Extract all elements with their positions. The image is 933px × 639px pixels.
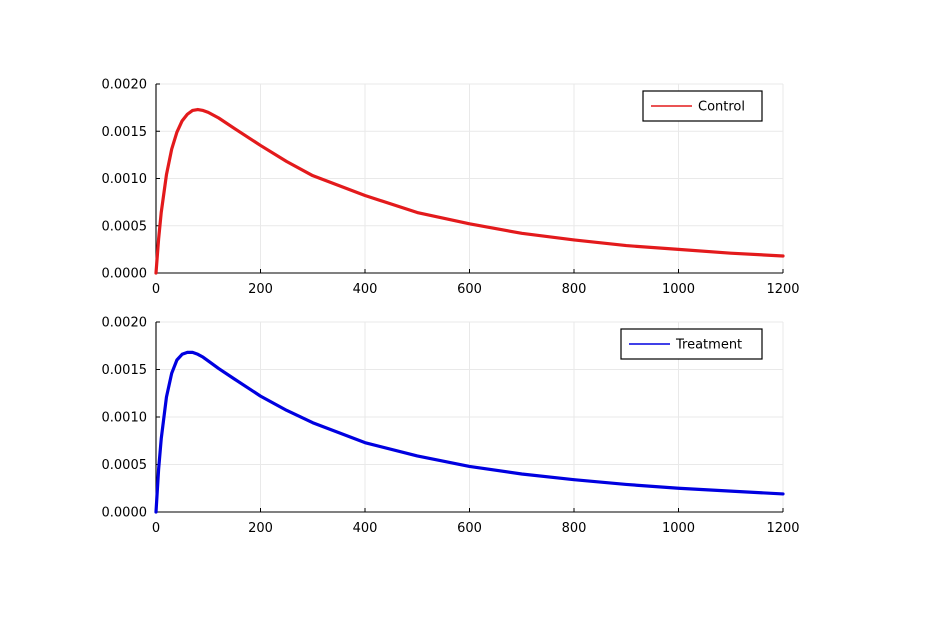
x-tick-label: 1200 [766,521,799,536]
series-line-control [154,107,785,275]
y-tick-label: 0.0020 [102,316,148,331]
x-tick-label: 0 [152,521,160,536]
series-line-treatment [154,350,785,514]
x-tick-label: 1000 [662,282,695,297]
y-tick-label: 0.0015 [102,125,148,140]
x-tick-label: 800 [562,521,587,536]
legend-label: Control [698,100,745,115]
x-tick-label: 400 [353,521,378,536]
x-tick-label: 400 [353,282,378,297]
x-tick-label: 800 [562,282,587,297]
y-tick-label: 0.0000 [102,267,148,282]
x-tick-label: 1000 [662,521,695,536]
y-tick-label: 0.0010 [102,172,148,187]
x-tick-label: 600 [457,282,482,297]
y-tick-label: 0.0015 [102,363,148,378]
y-tick-label: 0.0005 [102,458,148,473]
x-tick-label: 1200 [766,282,799,297]
y-tick-label: 0.0010 [102,411,148,426]
y-tick-label: 0.0000 [102,506,148,521]
x-tick-label: 200 [248,282,273,297]
legend: Control [642,90,763,122]
legend: Treatment [620,328,763,360]
x-tick-label: 200 [248,521,273,536]
bottom-plot-panel: 0 200 400 600 800 1000 1200 0.0000 0.0005 0.0010 0… [102,316,800,537]
y-tick-label: 0.0020 [102,78,148,93]
y-tick-label: 0.0005 [102,219,148,234]
x-tick-label: 600 [457,521,482,536]
x-tick-label: 0 [152,282,160,297]
top-plot-panel: 0 200 400 600 800 1000 1200 0.0000 0.0005 0.0010 0… [102,78,800,298]
legend-label: Treatment [675,338,742,353]
